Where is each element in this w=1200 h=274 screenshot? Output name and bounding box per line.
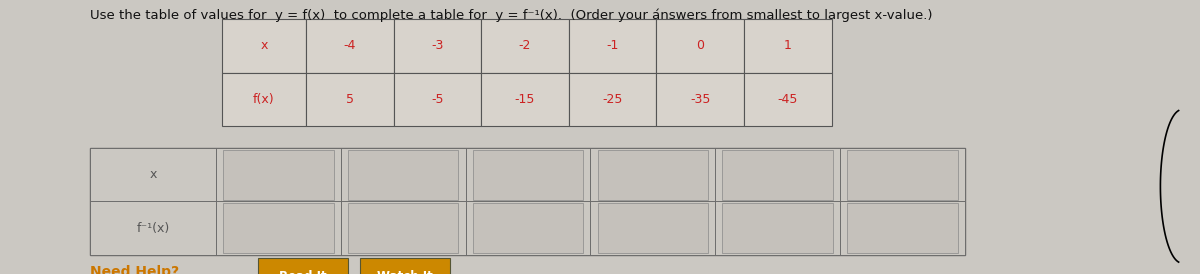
Bar bbox=[394, 19, 481, 73]
Bar bbox=[258, 258, 348, 274]
Bar bbox=[222, 73, 306, 126]
Bar bbox=[223, 150, 334, 200]
Text: Need Help?: Need Help? bbox=[90, 266, 179, 274]
Text: x: x bbox=[149, 168, 157, 181]
Text: Use the table of values for  y = f(x)  to complete a table for  y = f⁻¹(x).  (Or: Use the table of values for y = f(x) to … bbox=[90, 8, 932, 22]
Bar bbox=[348, 150, 458, 200]
Text: Read It: Read It bbox=[280, 270, 326, 274]
Bar bbox=[847, 203, 958, 253]
Bar bbox=[360, 258, 450, 274]
Bar bbox=[481, 73, 569, 126]
Text: 1: 1 bbox=[784, 39, 792, 52]
Text: f⁻¹(x): f⁻¹(x) bbox=[137, 222, 169, 235]
Bar bbox=[722, 203, 833, 253]
Bar bbox=[847, 150, 958, 200]
Text: -5: -5 bbox=[431, 93, 444, 106]
Text: -35: -35 bbox=[690, 93, 710, 106]
Bar bbox=[744, 73, 832, 126]
Text: Watch It: Watch It bbox=[377, 270, 433, 274]
Bar bbox=[722, 150, 833, 200]
Bar bbox=[569, 73, 656, 126]
Bar bbox=[222, 19, 306, 73]
Bar bbox=[744, 19, 832, 73]
Text: f(x): f(x) bbox=[253, 93, 275, 106]
Text: x: x bbox=[260, 39, 268, 52]
Bar bbox=[598, 150, 708, 200]
Bar bbox=[473, 150, 583, 200]
Bar bbox=[473, 203, 583, 253]
Bar bbox=[348, 203, 458, 253]
Text: 0: 0 bbox=[696, 39, 704, 52]
Text: -1: -1 bbox=[606, 39, 619, 52]
Text: -25: -25 bbox=[602, 93, 623, 106]
Text: -3: -3 bbox=[431, 39, 444, 52]
Bar bbox=[656, 19, 744, 73]
Text: -4: -4 bbox=[343, 39, 356, 52]
Bar bbox=[481, 19, 569, 73]
Text: -15: -15 bbox=[515, 93, 535, 106]
Bar bbox=[306, 19, 394, 73]
Bar bbox=[223, 203, 334, 253]
Text: -45: -45 bbox=[778, 93, 798, 106]
Bar bbox=[569, 19, 656, 73]
Bar bbox=[306, 73, 394, 126]
Text: 5: 5 bbox=[346, 93, 354, 106]
Bar bbox=[598, 203, 708, 253]
Bar bbox=[394, 73, 481, 126]
Text: -2: -2 bbox=[518, 39, 532, 52]
Bar bbox=[656, 73, 744, 126]
